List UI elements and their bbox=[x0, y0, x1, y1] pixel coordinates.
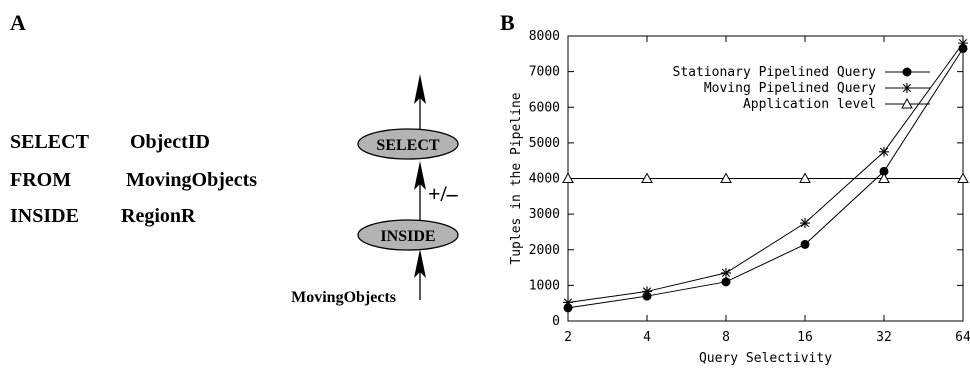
inside-operator bbox=[357, 219, 459, 251]
y-tick-label: 3000 bbox=[529, 207, 560, 222]
series-2-point bbox=[641, 172, 653, 183]
from-keyword: FROM bbox=[10, 169, 72, 191]
y-tick-label: 5000 bbox=[529, 136, 560, 151]
input-arrowhead bbox=[414, 249, 426, 278]
series-1-point bbox=[642, 286, 652, 297]
x-tick-label: 4 bbox=[643, 330, 651, 345]
from-value: MovingObjects bbox=[126, 169, 258, 191]
y-tick-label: 0 bbox=[552, 314, 560, 329]
series-1-point bbox=[958, 38, 968, 49]
inside-operator-label: INSIDE bbox=[380, 228, 435, 245]
series-1-point bbox=[563, 297, 573, 308]
y-tick-label: 6000 bbox=[529, 100, 560, 115]
delta-label: +/– bbox=[428, 181, 459, 206]
inside-keyword: INSIDE bbox=[10, 205, 79, 227]
x-tick-label: 8 bbox=[722, 330, 730, 345]
y-tick-label: 8000 bbox=[529, 29, 560, 44]
series-0-point bbox=[563, 303, 573, 313]
series-line-0 bbox=[567, 48, 964, 309]
series-line-1 bbox=[567, 42, 964, 303]
x-axis-label: Query Selectivity bbox=[699, 351, 832, 366]
select-keyword: SELECT bbox=[10, 131, 89, 153]
panel-a-letter: A bbox=[10, 10, 26, 35]
y-axis-label: Tuples in the Pipeline bbox=[509, 92, 524, 264]
series-0-point bbox=[800, 239, 810, 249]
series-2-point bbox=[957, 172, 969, 183]
legend-marker bbox=[902, 67, 912, 77]
series-0-point bbox=[721, 277, 731, 287]
select-operator-label: SELECT bbox=[376, 137, 439, 154]
x-tick-label: 2 bbox=[564, 330, 572, 345]
y-tick-label: 4000 bbox=[529, 172, 560, 187]
series-2-point bbox=[878, 172, 890, 183]
series-2-point bbox=[562, 172, 574, 183]
legend-marker bbox=[901, 97, 913, 109]
y-tick-label: 7000 bbox=[529, 65, 560, 80]
series-2-point bbox=[799, 172, 811, 183]
series-1-point bbox=[800, 218, 810, 229]
series-1-point bbox=[721, 267, 731, 278]
x-tick-label: 64 bbox=[955, 330, 970, 345]
legend-marker bbox=[902, 83, 912, 93]
output-arrowhead bbox=[414, 74, 426, 104]
series-1-point bbox=[879, 146, 889, 157]
select-value: ObjectID bbox=[130, 131, 210, 153]
select-operator bbox=[357, 128, 459, 160]
y-tick-label: 2000 bbox=[529, 243, 560, 258]
legend-label: Moving Pipelined Query bbox=[704, 81, 876, 96]
query-plan-diagram: SELECT +/– INSIDE MovingObjects bbox=[291, 74, 459, 306]
x-tick-label: 32 bbox=[876, 330, 892, 345]
legend-label: Application level bbox=[743, 97, 876, 112]
series-0-point bbox=[879, 166, 889, 176]
intermediate-arrowhead bbox=[414, 161, 426, 190]
legend-label: Stationary Pipelined Query bbox=[673, 65, 877, 80]
source-label: MovingObjects bbox=[291, 289, 396, 306]
y-tick-label: 1000 bbox=[529, 278, 560, 293]
x-tick-label: 16 bbox=[797, 330, 813, 345]
panel-b-letter: B bbox=[500, 10, 515, 35]
series-2-point bbox=[720, 172, 732, 183]
inside-value: RegionR bbox=[121, 205, 196, 227]
